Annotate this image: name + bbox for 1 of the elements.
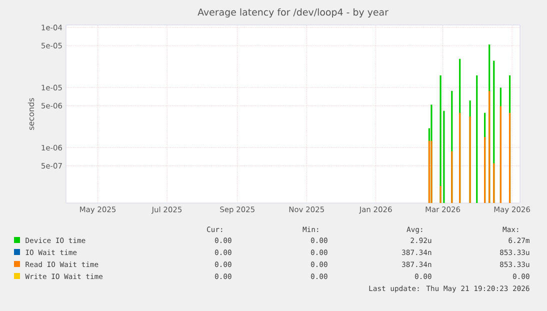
chart-title: Average latency for /dev/loop4 - by year xyxy=(198,8,388,18)
